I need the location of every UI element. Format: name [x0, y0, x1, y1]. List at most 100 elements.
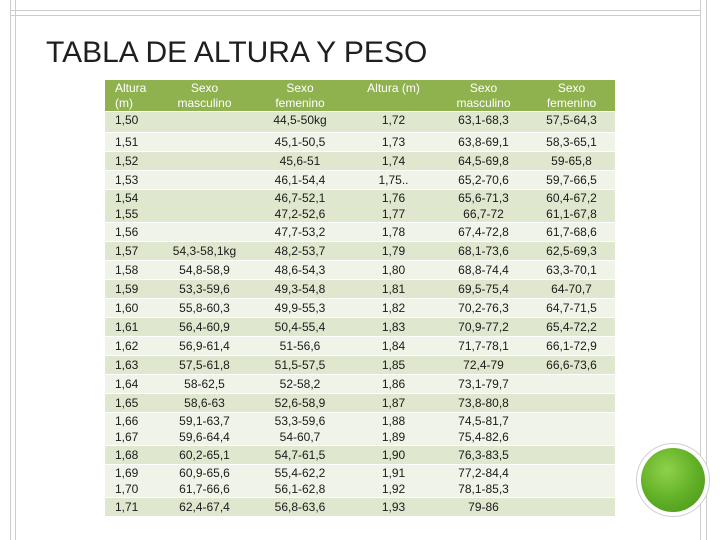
- cell-value: 68,8-74,4: [458, 263, 509, 277]
- cell-value: 73,8-80,8: [458, 396, 509, 410]
- cell-value: 70,9-77,2: [458, 320, 509, 334]
- cell-value: 50,4-55,4: [274, 320, 326, 334]
- cell-value: 60,9-65,6: [179, 466, 230, 480]
- cell-value: 1,72: [381, 113, 406, 127]
- table-cell: 1,65: [105, 393, 157, 413]
- table-cell: 49,3-54,8: [252, 279, 348, 299]
- table-cell: 77,2-84,4 78,1-85,3: [439, 464, 528, 498]
- cell-value: 65,4-72,2: [546, 320, 597, 334]
- table-cell: 61,7-68,6: [528, 222, 615, 242]
- header-altura: Altura (m): [105, 80, 157, 112]
- header-line: femenino: [546, 96, 597, 110]
- cell-value: 60,2-65,1: [179, 448, 230, 462]
- decorative-green-circle: [641, 448, 705, 512]
- header-sexo-femenino: Sexo femenino: [252, 80, 348, 112]
- cell-value: 66,1-72,9: [546, 339, 597, 353]
- table-cell: 46,7-52,1 47,2-52,6: [252, 189, 348, 223]
- table-cell: [157, 111, 252, 133]
- cell-value: 49,3-54,8: [274, 282, 326, 296]
- table-cell: 64,5-69,8: [439, 151, 528, 171]
- cell-value: 1,64: [115, 377, 139, 391]
- cell-value: 1,86: [381, 377, 406, 391]
- cell-value: 58,3-65,1: [546, 135, 597, 149]
- table-cell: 58,3-65,1: [528, 132, 615, 152]
- header-line: Altura: [115, 81, 147, 95]
- table-row: 1,66 1,67 59,1-63,7 59,6-64,4 53,3-59,6 54-60…: [105, 412, 615, 446]
- cell-value: 1,85: [381, 358, 406, 372]
- table-row: 1,62 56,9-61,4 51-56,6 1,84 71,7-78,1 66,1-72…: [105, 336, 615, 356]
- table-cell: 1,80: [348, 260, 439, 280]
- cell-value: 57,5-61,8: [179, 358, 230, 372]
- table-cell: 46,1-54,4: [252, 170, 348, 190]
- cell-value: 1,54: [115, 191, 139, 205]
- table-cell: 52-58,2: [252, 374, 348, 394]
- table-cell: 54,3-58,1kg: [157, 241, 252, 261]
- frame-line-left-inner: [15, 0, 16, 540]
- table-cell: 1,87: [348, 393, 439, 413]
- cell-value: 48,6-54,3: [274, 263, 326, 277]
- table-cell: 63,1-68,3: [439, 111, 528, 133]
- cell-value: 59,1-63,7: [179, 414, 230, 428]
- cell-value: 1,68: [115, 448, 139, 462]
- table-cell: 1,72: [348, 111, 439, 133]
- cell-value: 64,7-71,5: [546, 301, 597, 315]
- table-cell: 54,8-58,9: [157, 260, 252, 280]
- cell-value: 1,82: [381, 301, 406, 315]
- table-cell: 1,50: [105, 111, 157, 133]
- table-cell: 1,57: [105, 241, 157, 261]
- cell-value: 45,6-51: [279, 154, 321, 168]
- table-cell: 50,4-55,4: [252, 317, 348, 337]
- cell-value: 64,5-69,8: [458, 154, 509, 168]
- table-cell: 72,4-79: [439, 355, 528, 375]
- table-cell: 1,90: [348, 445, 439, 465]
- cell-value: 46,1-54,4: [274, 173, 326, 187]
- cell-value: 1,52: [115, 154, 139, 168]
- table-cell: 70,2-76,3: [439, 298, 528, 318]
- table-cell: 48,2-53,7: [252, 241, 348, 261]
- cell-value: 1,83: [381, 320, 406, 334]
- table-cell: 47,7-53,2: [252, 222, 348, 242]
- cell-value: 52-58,2: [279, 377, 321, 391]
- cell-value: 49,9-55,3: [274, 301, 326, 315]
- cell-value: 66,6-73,6: [546, 358, 597, 372]
- cell-value: 53,3-59,6: [274, 414, 326, 428]
- table-row: 1,61 56,4-60,9 50,4-55,4 1,83 70,9-77,2 65,4-…: [105, 317, 615, 337]
- table-cell: 64-70,7: [528, 279, 615, 299]
- table-cell: 60,4-67,2 61,1-67,8: [528, 189, 615, 223]
- table-cell: [157, 189, 252, 223]
- table-cell: [157, 151, 252, 171]
- header-line: Altura (m): [367, 81, 420, 95]
- cell-value: 1,75..: [378, 173, 409, 187]
- table-cell: 1,78: [348, 222, 439, 242]
- table-cell: [528, 464, 615, 498]
- header-sexo-femenino-2: Sexo femenino: [528, 80, 615, 112]
- table-cell: 1,84: [348, 336, 439, 356]
- table-header-row: Altura (m) Sexo masculino Sexo femenino Alt…: [105, 80, 615, 112]
- table-cell: 1,53: [105, 170, 157, 190]
- cell-value: 78,1-85,3: [458, 482, 509, 496]
- table-row: 1,68 60,2-65,1 54,7-61,5 1,90 76,3-83,5: [105, 445, 615, 465]
- table-cell: 74,5-81,7 75,4-82,6: [439, 412, 528, 446]
- cell-value: 79-86: [468, 500, 499, 514]
- cell-value: 1,67: [115, 430, 139, 444]
- header-sexo-masculino-2: Sexo masculino: [439, 80, 528, 112]
- cell-value: 63,1-68,3: [458, 113, 509, 127]
- cell-value: 59-65,8: [551, 154, 592, 168]
- table-cell: 65,2-70,6: [439, 170, 528, 190]
- cell-value: 1,93: [381, 500, 406, 514]
- cell-value: 71,7-78,1: [458, 339, 509, 353]
- height-weight-table: Altura (m) Sexo masculino Sexo femenino Alt…: [105, 80, 615, 517]
- table-cell: 59-65,8: [528, 151, 615, 171]
- table-cell: 60,9-65,6 61,7-66,6: [157, 464, 252, 498]
- table-cell: 62,4-67,4: [157, 497, 252, 517]
- header-line: femenino: [275, 96, 325, 110]
- table-cell: 69,5-75,4: [439, 279, 528, 299]
- cell-value: 69,5-75,4: [458, 282, 509, 296]
- table-cell: 1,62: [105, 336, 157, 356]
- cell-value: 67,4-72,8: [458, 225, 509, 239]
- table-cell: [528, 393, 615, 413]
- table-row: 1,51 45,1-50,5 1,73 63,8-69,1 58,3-65,1: [105, 132, 615, 152]
- table-cell: 1,73: [348, 132, 439, 152]
- cell-value: 61,7-68,6: [546, 225, 597, 239]
- table-cell: 65,6-71,3 66,7-72: [439, 189, 528, 223]
